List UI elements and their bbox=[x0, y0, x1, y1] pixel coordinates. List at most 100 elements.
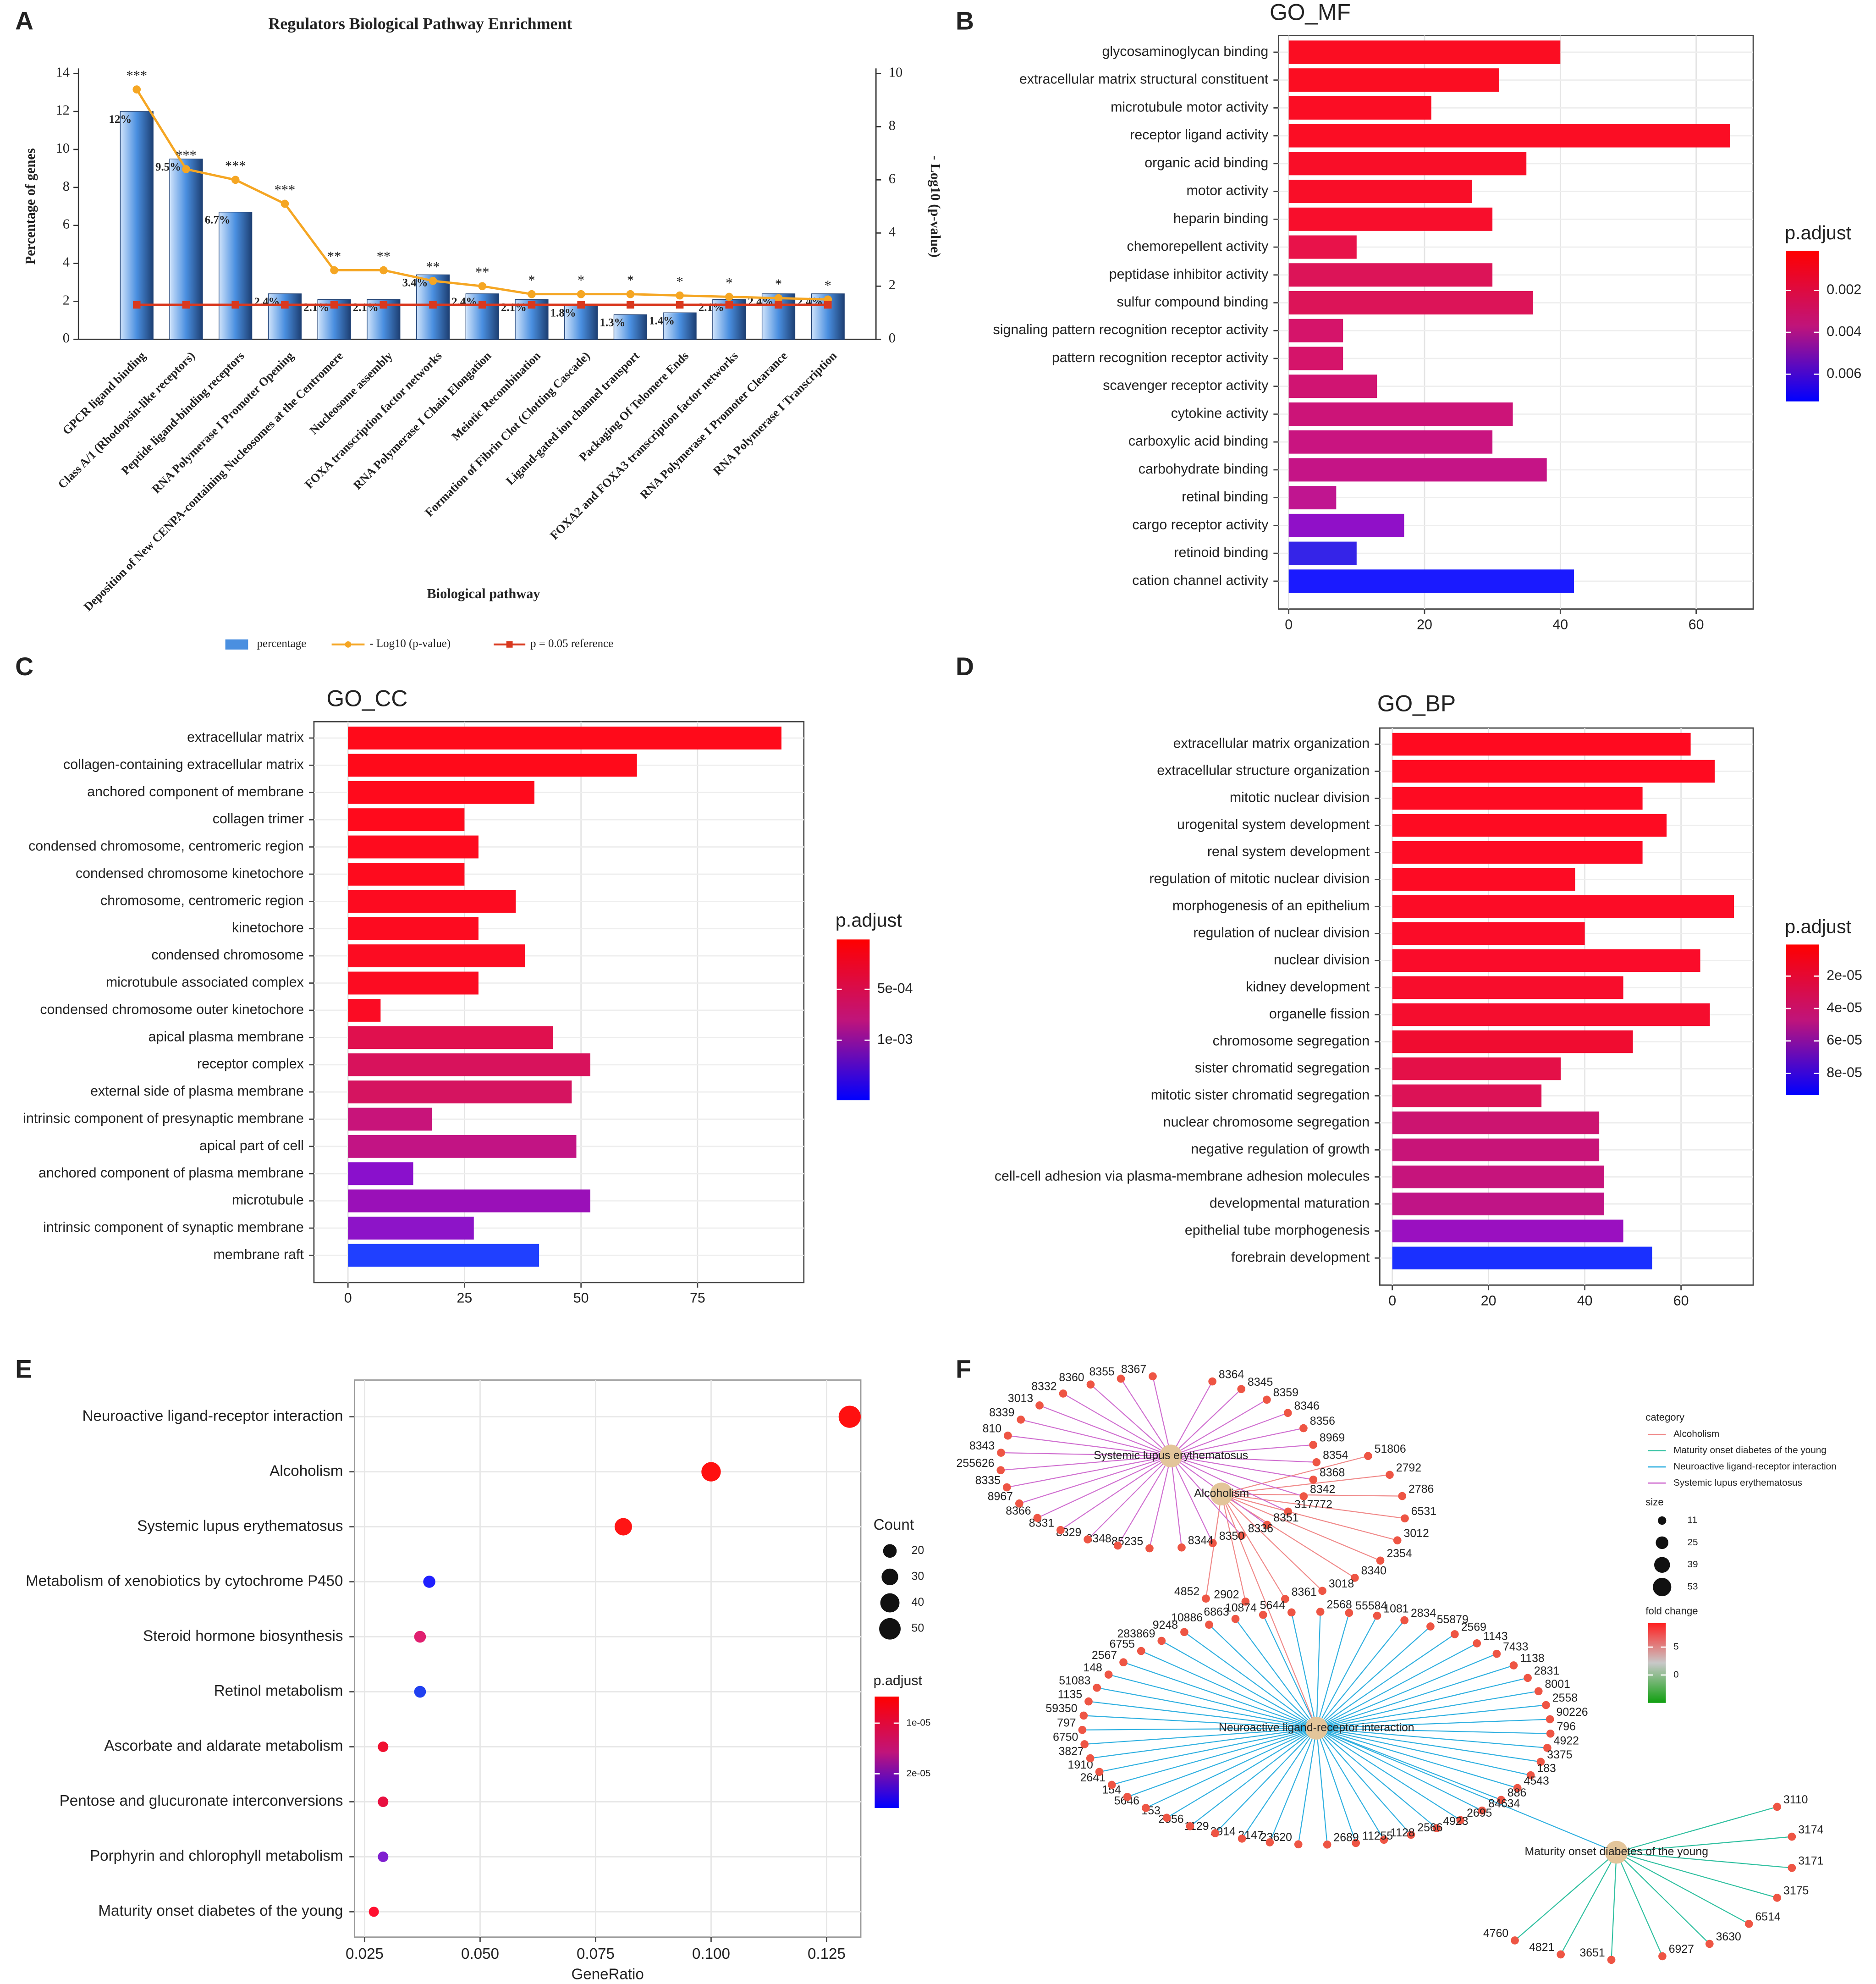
gene-label: 4760 bbox=[1483, 1928, 1508, 1940]
gene-label: 8339 bbox=[989, 1407, 1014, 1419]
y-tick-label: 2 bbox=[63, 292, 70, 308]
bar bbox=[219, 212, 253, 340]
y2-tick-label: 0 bbox=[889, 330, 896, 346]
gene-label: 3630 bbox=[1716, 1931, 1741, 1943]
data-label: 2.1% bbox=[699, 301, 724, 314]
gene-node bbox=[1263, 1521, 1271, 1529]
y-tick-label: external side of plasma membrane bbox=[90, 1084, 304, 1099]
bar bbox=[1288, 541, 1357, 565]
gene-node bbox=[1393, 1536, 1402, 1545]
bar bbox=[348, 971, 479, 995]
bar bbox=[348, 1026, 553, 1049]
bar bbox=[348, 1108, 432, 1131]
gene-label: 6514 bbox=[1755, 1911, 1780, 1923]
dot bbox=[378, 1851, 389, 1862]
edge bbox=[1171, 1399, 1267, 1457]
bar bbox=[348, 1244, 539, 1267]
bar bbox=[1392, 1003, 1710, 1026]
gene-node bbox=[1432, 1824, 1441, 1832]
gene-node bbox=[1607, 1956, 1616, 1964]
gene-node bbox=[1080, 1740, 1089, 1748]
gene-label: 1135 bbox=[1058, 1688, 1082, 1701]
edge bbox=[1560, 1852, 1617, 1955]
y-tick-label: Steroid hormone biosynthesis bbox=[143, 1627, 343, 1644]
gene-label: 2689 bbox=[1333, 1832, 1359, 1844]
bar bbox=[348, 754, 637, 777]
gene-label: 255626 bbox=[957, 1457, 995, 1470]
bar bbox=[1392, 922, 1585, 945]
x-tick-label: 75 bbox=[690, 1291, 705, 1306]
legend-swatch bbox=[345, 641, 352, 648]
edge bbox=[1616, 1836, 1792, 1853]
y2-tick-label: 2 bbox=[889, 277, 896, 292]
gene-node bbox=[1162, 1813, 1171, 1822]
bar bbox=[1392, 949, 1700, 972]
gene-label: 51083 bbox=[1059, 1675, 1090, 1687]
hub-label: Neuroactive ligand-receptor interaction bbox=[1219, 1722, 1414, 1734]
gene-node bbox=[1509, 1661, 1518, 1670]
gene-label: 8969 bbox=[1320, 1432, 1345, 1444]
size-legend-label: 30 bbox=[912, 1571, 924, 1583]
dot bbox=[423, 1576, 435, 1588]
x-tick-label: 0.075 bbox=[577, 1945, 615, 1962]
gene-node bbox=[1281, 1595, 1289, 1603]
legend-title: Count bbox=[874, 1516, 914, 1533]
gene-label: 2556 bbox=[1158, 1813, 1183, 1826]
gene-node bbox=[1202, 1594, 1210, 1603]
gene-node bbox=[1208, 1377, 1216, 1386]
y-tick-label: nuclear division bbox=[1274, 952, 1370, 967]
size-legend-label: 53 bbox=[1687, 1582, 1698, 1592]
edge bbox=[1166, 1728, 1317, 1819]
edge bbox=[1060, 1455, 1172, 1531]
gene-label: 8356 bbox=[1310, 1415, 1335, 1427]
data-label: 1.8% bbox=[550, 307, 576, 320]
y-tick-label: cargo receptor activity bbox=[1132, 517, 1269, 532]
bar bbox=[1288, 569, 1574, 593]
gene-label: 8332 bbox=[1031, 1381, 1056, 1393]
edge bbox=[1084, 1715, 1317, 1729]
bar bbox=[348, 890, 516, 913]
edge bbox=[1171, 1455, 1304, 1497]
edge bbox=[1316, 1728, 1357, 1843]
gene-node bbox=[1658, 1952, 1667, 1961]
y-tick-label: Porphyrin and chlorophyll metabolism bbox=[90, 1847, 343, 1864]
edge bbox=[1189, 1728, 1317, 1827]
edge bbox=[1616, 1852, 1710, 1945]
gene-label: 23620 bbox=[1260, 1831, 1292, 1844]
y-tick-label: signaling pattern recognition receptor a… bbox=[993, 322, 1269, 337]
bar bbox=[348, 1189, 590, 1212]
edge bbox=[1108, 1674, 1317, 1729]
y-tick-label: 6 bbox=[63, 216, 70, 232]
x-tick-label: 40 bbox=[1552, 617, 1568, 632]
gene-label: 8001 bbox=[1545, 1678, 1570, 1691]
gene-label: 1143 bbox=[1483, 1631, 1507, 1643]
legend-label: Neuroactive ligand-receptor interaction bbox=[1673, 1461, 1837, 1471]
gene-label: 4852 bbox=[1174, 1586, 1199, 1598]
gene-node bbox=[1492, 1649, 1501, 1658]
significance: * bbox=[627, 272, 634, 288]
y-tick-label: kidney development bbox=[1246, 979, 1370, 994]
gene-label: 2569 bbox=[1461, 1621, 1486, 1634]
edge bbox=[1616, 1852, 1792, 1868]
edge bbox=[1145, 1727, 1317, 1808]
y-tick-label: developmental maturation bbox=[1210, 1196, 1370, 1211]
bar bbox=[1392, 1246, 1652, 1270]
bar bbox=[613, 314, 647, 340]
marker bbox=[330, 301, 338, 309]
data-label: 2.4% bbox=[254, 296, 280, 308]
gene-node bbox=[1186, 1822, 1194, 1830]
y2-axis-label: - Log10 (p-value) bbox=[928, 155, 943, 258]
colorbar bbox=[1786, 250, 1819, 402]
dot bbox=[378, 1797, 389, 1807]
x-tick-label: 0.100 bbox=[692, 1945, 730, 1962]
bar bbox=[348, 998, 381, 1022]
colorbar bbox=[1648, 1623, 1666, 1703]
y-tick-label: Pentose and glucuronate interconversions bbox=[60, 1792, 343, 1809]
gene-node bbox=[1513, 1784, 1522, 1792]
colorbar bbox=[1786, 944, 1819, 1096]
gene-label: 8345 bbox=[1248, 1376, 1273, 1389]
size-legend bbox=[1656, 1536, 1669, 1549]
gene-label: 2566 bbox=[1417, 1822, 1442, 1834]
gene-label: 55879 bbox=[1437, 1614, 1469, 1626]
gene-node bbox=[1451, 1630, 1459, 1638]
